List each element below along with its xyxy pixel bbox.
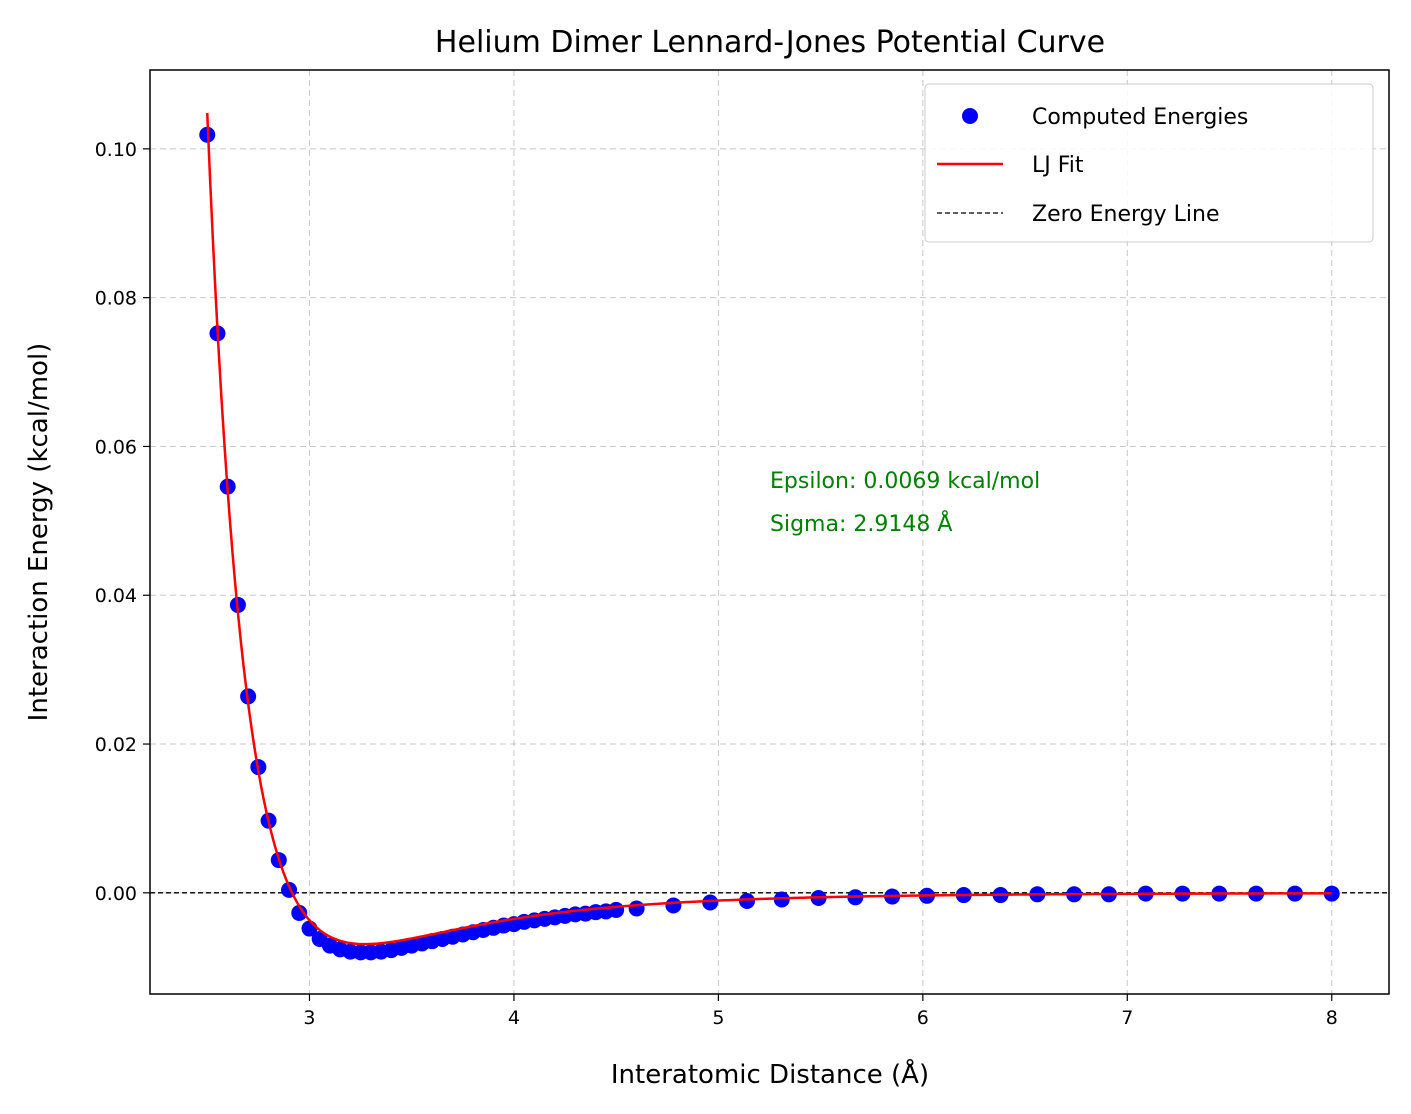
data-point [1323, 885, 1340, 902]
epsilon-annotation: Epsilon: 0.0069 kcal/mol [770, 469, 1040, 494]
x-axis-label: Interatomic Distance (Å) [611, 1058, 929, 1090]
y-tick-label: 0.08 [95, 288, 137, 310]
y-axis-label: Interaction Energy (kcal/mol) [24, 343, 54, 722]
chart-title: Helium Dimer Lennard-Jones Potential Cur… [435, 25, 1105, 60]
legend-box [924, 83, 1374, 243]
data-point [628, 900, 645, 917]
y-tick-label: 0.10 [95, 139, 137, 161]
plot-area [150, 112, 1389, 961]
plot-frame [149, 69, 1390, 995]
data-point [739, 893, 756, 910]
x-tick-label: 5 [712, 1007, 724, 1029]
x-tick-label: 8 [1326, 1007, 1338, 1029]
legend-scatter-marker [962, 108, 978, 124]
y-tick-label: 0.02 [95, 734, 137, 756]
data-point [702, 894, 719, 911]
legend: Computed Energies LJ Fit Zero Energy Lin… [924, 83, 1374, 243]
legend-label-computed: Computed Energies [1032, 105, 1248, 130]
legend-label-zero: Zero Energy Line [1032, 202, 1219, 227]
axis-ticks: 3 4 5 6 7 8 0.00 0.02 0.04 0.06 0.08 0.10 [95, 139, 1338, 1029]
lj-fit-line [206, 112, 1332, 946]
data-point [665, 897, 682, 914]
data-point [608, 901, 625, 918]
x-tick-label: 4 [508, 1007, 520, 1029]
y-tick-label: 0.04 [95, 585, 137, 607]
data-point [291, 904, 308, 921]
x-tick-label: 3 [303, 1007, 315, 1029]
annotation: Epsilon: 0.0069 kcal/mol Sigma: 2.9148 Å [770, 469, 1040, 537]
x-tick-label: 6 [917, 1007, 929, 1029]
y-tick-label: 0.06 [95, 436, 137, 458]
sigma-annotation: Sigma: 2.9148 Å [770, 510, 952, 537]
legend-label-fit: LJ Fit [1032, 153, 1084, 178]
y-tick-label: 0.00 [95, 883, 137, 905]
x-tick-label: 7 [1121, 1007, 1133, 1029]
